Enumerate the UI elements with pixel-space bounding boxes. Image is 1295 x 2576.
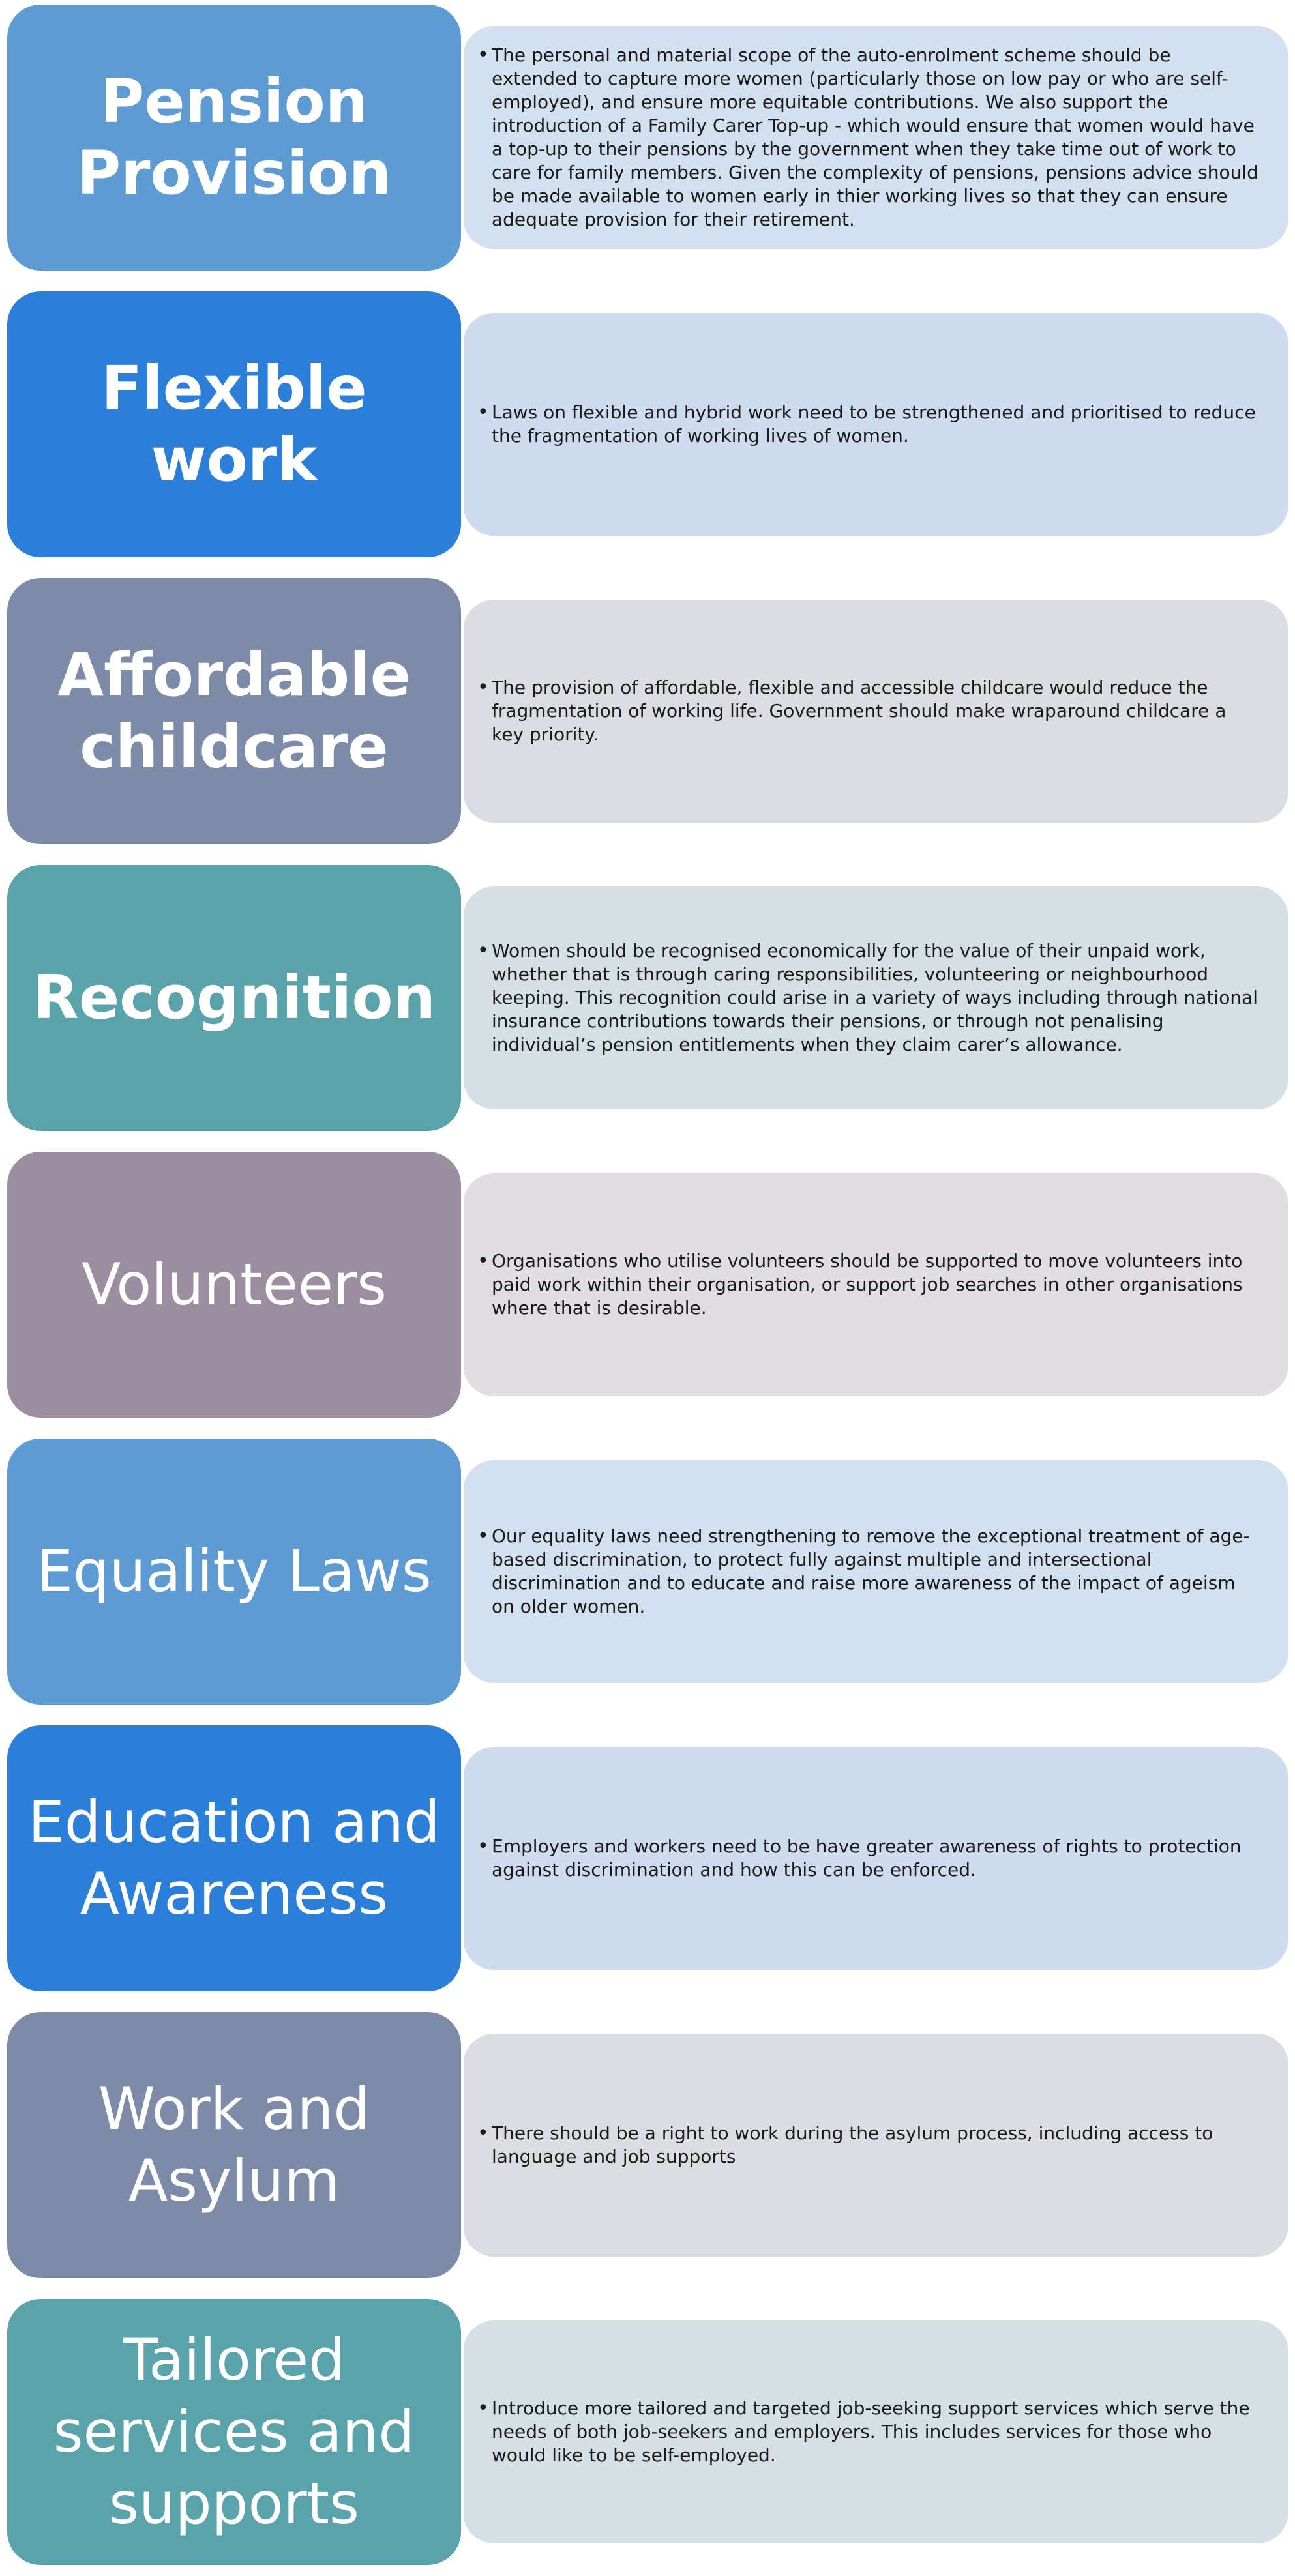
bullet-dot-icon: • [477,2397,489,2420]
bullet-dot-icon: • [477,44,489,66]
bullet-dot-icon: • [477,1525,489,1547]
work-asylum-text: There should be a right to work during t… [492,2122,1213,2167]
bullet-item: • Our equality laws need strengthening t… [477,1525,1258,1618]
flexible-work-title: Flexible work [101,353,367,495]
pension-provision-panel: • The personal and material scope of the… [463,26,1288,249]
bullet-dot-icon: • [477,2122,489,2144]
flexible-work-text: Laws on flexible and hybrid work need to… [492,402,1256,446]
equality-laws-title: Equality Laws [37,1538,432,1605]
tailored-services-panel: • Introduce more tailored and targeted j… [463,2320,1288,2543]
equality-laws-panel: • Our equality laws need strengthening t… [463,1460,1288,1683]
bullet-dot-icon: • [477,676,489,699]
equality-laws-text: Our equality laws need strengthening to … [492,1525,1250,1617]
bullet-dot-icon: • [477,1250,489,1272]
recognition-panel: • Women should be recognised economicall… [463,886,1288,1109]
bullet-item: • The personal and material scope of the… [477,44,1258,231]
recognition-title: Recognition [32,963,436,1032]
recognition-text: Women should be recognised economically … [492,940,1258,1055]
volunteers-title: Volunteers [81,1251,387,1318]
affordable-childcare-title: Affordable childcare [57,640,411,782]
pension-provision-card: Pension Provision [4,1,464,274]
work-asylum-panel: • There should be a right to work during… [463,2034,1288,2257]
pension-provision-title: Pension Provision [76,66,392,208]
bullet-dot-icon: • [477,939,489,962]
education-awareness-card: Education and Awareness [4,1722,464,1995]
bullet-item: • Laws on flexible and hybrid work need … [477,401,1258,448]
bullet-item: • Organisations who utilise volunteers s… [477,1250,1258,1320]
flexible-work-card: Flexible work [4,288,464,561]
bullet-item: • Employers and workers need to be have … [477,1835,1258,1882]
bullet-dot-icon: • [477,401,489,424]
pension-provision-text: The personal and material scope of the a… [492,44,1258,230]
flexible-work-panel: • Laws on flexible and hybrid work need … [463,313,1288,536]
tailored-services-text: Introduce more tailored and targeted job… [492,2397,1250,2466]
affordable-childcare-panel: • The provision of affordable, flexible … [463,600,1288,823]
volunteers-card: Volunteers [4,1149,464,1421]
bullet-item: • Women should be recognised economicall… [477,939,1258,1057]
volunteers-panel: • Organisations who utilise volunteers s… [463,1173,1288,1396]
volunteers-text: Organisations who utilise volunteers sho… [492,1250,1243,1319]
tailored-services-card: Tailored services and supports [4,2296,464,2568]
work-asylum-title: Work and Asylum [98,2075,370,2214]
education-awareness-title: Education and Awareness [28,1789,440,1927]
recognition-card: Recognition [4,862,464,1134]
bullet-item: • Introduce more tailored and targeted j… [477,2397,1258,2467]
equality-laws-card: Equality Laws [4,1435,464,1708]
tailored-services-title: Tailored services and supports [53,2326,415,2537]
bullet-dot-icon: • [477,1835,489,1858]
work-asylum-card: Work and Asylum [4,2009,464,2281]
bullet-item: • The provision of affordable, flexible … [477,676,1258,746]
affordable-childcare-text: The provision of affordable, flexible an… [492,677,1227,745]
affordable-childcare-card: Affordable childcare [4,575,464,847]
education-awareness-text: Employers and workers need to be have gr… [492,1836,1242,1881]
bullet-item: • There should be a right to work during… [477,2122,1258,2169]
education-awareness-panel: • Employers and workers need to be have … [463,1747,1288,1970]
